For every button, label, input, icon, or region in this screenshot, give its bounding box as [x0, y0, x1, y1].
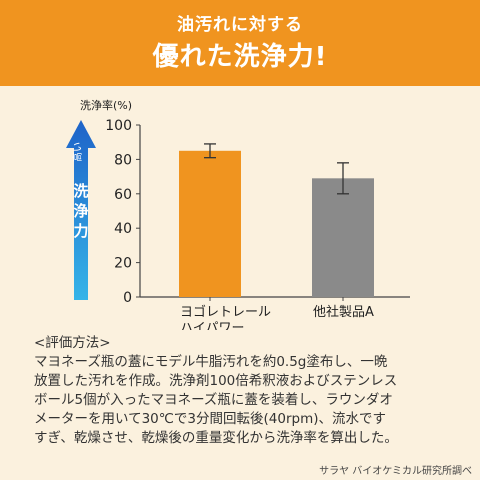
evaluation-method: <評価方法> マヨネーズ瓶の蓋にモデル牛脂汚れを約0.5g塗布し、一晩 放置した… — [34, 334, 470, 448]
method-line: すぎ、乾燥させ、乾燥後の重量変化から洗浄率を算出した。 — [34, 430, 398, 446]
method-line: メーターを用いて30℃で3分間回転後(40rpm)、流水です — [34, 411, 387, 427]
y-tick-label: 60 — [114, 187, 132, 203]
x-tick-label: 他社製品A — [313, 304, 374, 320]
y-axis-label: 洗浄率(%) — [80, 98, 132, 112]
chart-area: 高い 洗浄力 洗浄率(%) 0 20 40 60 80 100 ヨゴレトレール ハイパワー 他社… — [0, 92, 480, 330]
method-line: マヨネーズ瓶の蓋にモデル牛脂汚れを約0.5g塗布し、一晩 — [34, 354, 388, 370]
y-tick-label: 40 — [114, 221, 132, 237]
indicator-label-char: 力 — [73, 222, 88, 240]
indicator-label-char: 洗 — [73, 182, 88, 200]
y-tick-label: 80 — [114, 152, 132, 168]
indicator-high-label: 高い — [71, 142, 84, 162]
x-tick-label: ハイパワー — [180, 321, 244, 330]
bar — [312, 178, 374, 297]
method-heading: <評価方法> — [34, 335, 111, 351]
y-tick-label: 20 — [114, 256, 132, 272]
y-tick-label: 100 — [105, 118, 132, 134]
y-tick-label: 0 — [123, 290, 132, 306]
up-arrow-icon — [66, 120, 96, 300]
research-credit: サラヤ バイオケミカル研究所調べ — [319, 466, 472, 477]
indicator-label: 洗浄力 — [73, 182, 88, 240]
bar — [179, 150, 241, 297]
cleaning-power-indicator: 高い 洗浄力 — [66, 120, 96, 300]
x-tick-label: ヨゴレトレール — [180, 304, 271, 320]
method-line: ボール5個が入ったマヨネーズ瓶に蓋を装着し、ラウンダオ — [34, 392, 393, 408]
method-line: 放置した汚れを作成。洗浄剤100倍希釈液およびステンレス — [34, 373, 398, 389]
indicator-label-char: 浄 — [73, 202, 88, 220]
title-banner: 油汚れに対する 優れた洗浄力! — [0, 0, 480, 86]
banner-title: 優れた洗浄力! — [152, 42, 328, 72]
banner-subtitle: 油汚れに対する — [177, 15, 303, 35]
